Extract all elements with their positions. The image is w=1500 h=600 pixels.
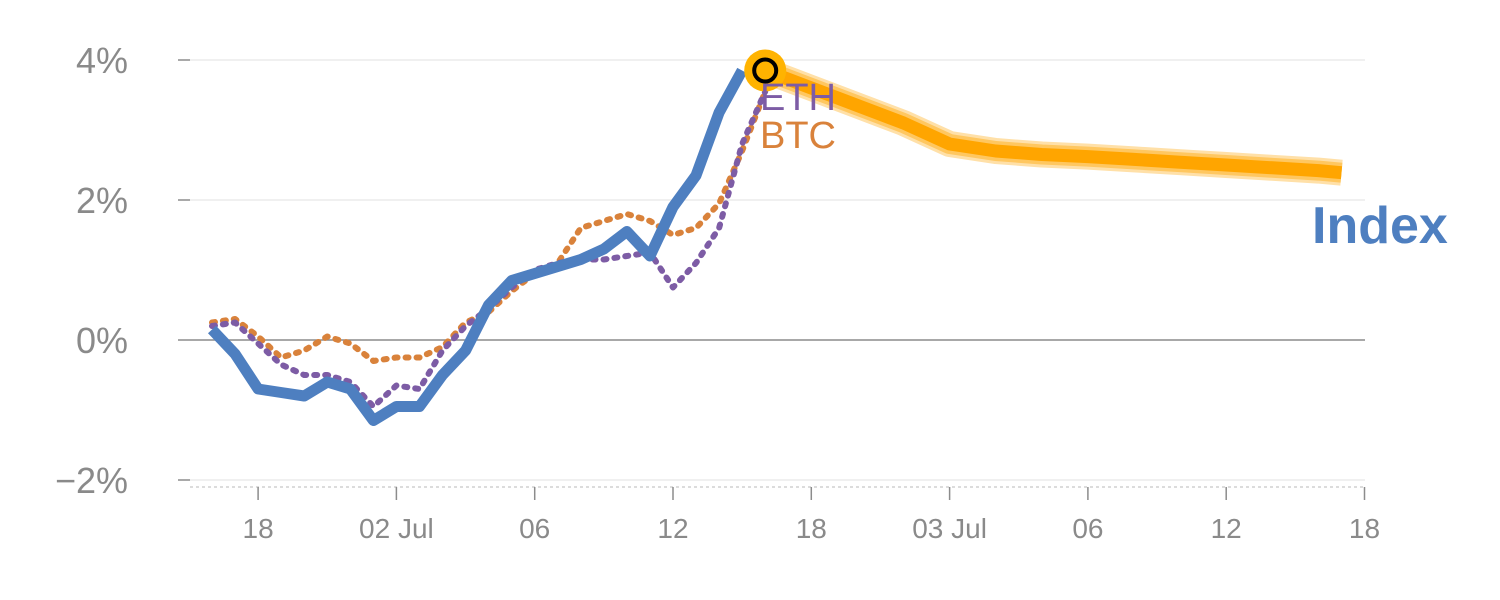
forecast-start-halo (744, 49, 787, 92)
series-line-btc (209, 88, 769, 364)
series-line-eth (209, 88, 769, 410)
y-tick-label: 2% (76, 180, 128, 221)
x-tick-label: 12 (657, 513, 688, 544)
x-tick-label: 02 Jul (359, 513, 434, 544)
forecast-start-marker (752, 57, 779, 84)
tick-labels: 4% 2% 0% −2% 18 02 Jul 06 12 18 03 Jul 06 12 18 (55, 40, 1380, 544)
x-tick-label: 12 (1211, 513, 1242, 544)
series-label-eth: ETH (760, 77, 836, 119)
series-label-btc: BTC (760, 115, 836, 157)
y-tick-label: −2% (55, 460, 128, 501)
y-tick-label: 0% (76, 320, 128, 361)
x-tick-label: 18 (796, 513, 827, 544)
forecast-line (762, 64, 1343, 180)
series-label-index: Index (1312, 197, 1448, 255)
series-lines (207, 49, 1343, 426)
series-line-index (207, 67, 747, 426)
axes (178, 59, 1366, 500)
x-tick-label: 06 (519, 513, 550, 544)
x-tick-label: 06 (1072, 513, 1103, 544)
x-tick-label: 03 Jul (912, 513, 987, 544)
y-tick-label: 4% (76, 40, 128, 81)
x-tick-label: 18 (1349, 513, 1380, 544)
x-tick-label: 18 (243, 513, 274, 544)
